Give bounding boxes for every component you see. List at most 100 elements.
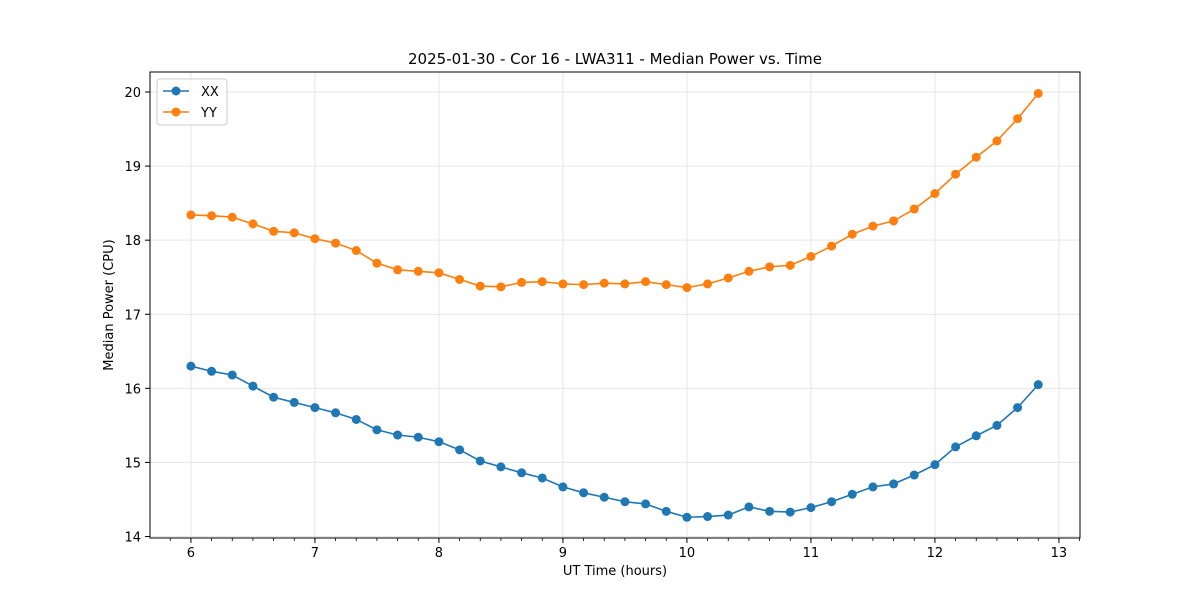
data-point-xx bbox=[682, 512, 692, 522]
data-point-yy bbox=[992, 136, 1002, 146]
data-point-yy bbox=[517, 277, 527, 287]
data-point-yy bbox=[227, 212, 237, 222]
data-point-yy bbox=[744, 266, 754, 276]
x-tick-label: 8 bbox=[435, 546, 443, 561]
data-point-yy bbox=[413, 266, 423, 276]
data-point-xx bbox=[227, 370, 237, 380]
data-point-xx bbox=[269, 392, 279, 402]
data-point-xx bbox=[289, 397, 299, 407]
data-point-xx bbox=[992, 420, 1002, 430]
data-point-xx bbox=[847, 489, 857, 499]
data-point-xx bbox=[248, 381, 258, 391]
data-point-xx bbox=[641, 499, 651, 509]
data-point-yy bbox=[393, 265, 403, 275]
data-point-xx bbox=[951, 442, 961, 452]
data-point-xx bbox=[537, 473, 547, 483]
data-point-yy bbox=[351, 246, 361, 256]
data-point-xx bbox=[455, 445, 465, 455]
data-point-yy bbox=[661, 280, 671, 290]
data-point-xx bbox=[744, 502, 754, 512]
plot-area-frame bbox=[149, 71, 1081, 539]
y-tick-label: 19 bbox=[124, 160, 141, 175]
legend: XX YY bbox=[156, 78, 228, 126]
data-point-xx bbox=[599, 492, 609, 502]
y-tick-label: 17 bbox=[124, 308, 141, 323]
data-point-yy bbox=[372, 258, 382, 268]
data-point-xx bbox=[785, 507, 795, 517]
data-point-yy bbox=[971, 152, 981, 162]
y-tick-label: 20 bbox=[124, 86, 141, 101]
x-axis-label: UT Time (hours) bbox=[563, 564, 667, 579]
x-tick-label: 6 bbox=[187, 546, 195, 561]
axis-ticks: 6 7 8 9 10 11 12 13 14 15 16 17 18 19 20 bbox=[124, 86, 1080, 561]
data-point-yy bbox=[827, 241, 837, 251]
data-point-yy bbox=[951, 169, 961, 179]
series-layer bbox=[186, 88, 1043, 522]
data-point-yy bbox=[475, 281, 485, 291]
data-point-yy bbox=[331, 238, 341, 248]
data-point-xx bbox=[413, 432, 423, 442]
data-point-xx bbox=[207, 366, 217, 376]
data-point-yy bbox=[620, 279, 630, 289]
y-tick-label: 15 bbox=[124, 456, 141, 471]
data-point-xx bbox=[1033, 380, 1043, 390]
data-point-xx bbox=[723, 510, 733, 520]
legend-label-yy: YY bbox=[200, 106, 217, 121]
data-point-yy bbox=[889, 216, 899, 226]
data-point-xx bbox=[930, 460, 940, 470]
x-tick-label: 13 bbox=[1051, 546, 1068, 561]
grid bbox=[150, 72, 1080, 538]
data-point-xx bbox=[579, 488, 589, 498]
x-tick-label: 10 bbox=[679, 546, 696, 561]
data-point-xx bbox=[331, 408, 341, 418]
y-tick-label: 16 bbox=[124, 382, 141, 397]
data-point-yy bbox=[289, 228, 299, 238]
data-point-xx bbox=[372, 425, 382, 435]
data-point-xx bbox=[909, 470, 919, 480]
data-point-xx bbox=[806, 503, 816, 513]
data-point-yy bbox=[1033, 88, 1043, 98]
chart-title: 2025-01-30 - Cor 16 - LWA311 - Median Po… bbox=[408, 50, 822, 68]
data-point-yy bbox=[599, 278, 609, 288]
data-point-xx bbox=[496, 462, 506, 472]
y-axis-label: Median Power (CPU) bbox=[102, 239, 117, 370]
data-point-xx bbox=[765, 506, 775, 516]
data-point-xx bbox=[620, 497, 630, 507]
data-point-xx bbox=[1013, 403, 1023, 413]
data-point-xx bbox=[310, 403, 320, 413]
data-point-xx bbox=[186, 361, 196, 371]
data-point-yy bbox=[847, 229, 857, 239]
data-point-xx bbox=[868, 482, 878, 492]
legend-label-xx: XX bbox=[201, 85, 219, 100]
x-tick-label: 7 bbox=[311, 546, 319, 561]
y-tick-label: 18 bbox=[124, 234, 141, 249]
data-point-yy bbox=[703, 279, 713, 289]
data-point-xx bbox=[661, 506, 671, 516]
data-point-xx bbox=[971, 431, 981, 441]
data-point-yy bbox=[496, 282, 506, 292]
data-point-yy bbox=[930, 189, 940, 199]
data-point-yy bbox=[558, 279, 568, 289]
data-point-xx bbox=[434, 437, 444, 447]
y-tick-label: 14 bbox=[124, 531, 141, 546]
data-point-yy bbox=[806, 251, 816, 261]
data-point-yy bbox=[269, 226, 279, 236]
data-point-yy bbox=[682, 283, 692, 293]
x-tick-label: 11 bbox=[803, 546, 820, 561]
legend-marker-xx bbox=[171, 86, 181, 96]
data-point-xx bbox=[889, 479, 899, 489]
x-tick-label: 12 bbox=[927, 546, 944, 561]
data-point-yy bbox=[641, 277, 651, 287]
data-point-yy bbox=[868, 221, 878, 231]
data-point-yy bbox=[579, 280, 589, 290]
data-point-yy bbox=[186, 210, 196, 220]
data-point-yy bbox=[765, 262, 775, 272]
data-point-xx bbox=[393, 430, 403, 440]
data-point-yy bbox=[310, 234, 320, 244]
data-point-xx bbox=[517, 468, 527, 478]
data-point-yy bbox=[1013, 114, 1023, 124]
data-point-xx bbox=[351, 414, 361, 424]
data-point-yy bbox=[537, 277, 547, 287]
data-point-xx bbox=[475, 456, 485, 466]
